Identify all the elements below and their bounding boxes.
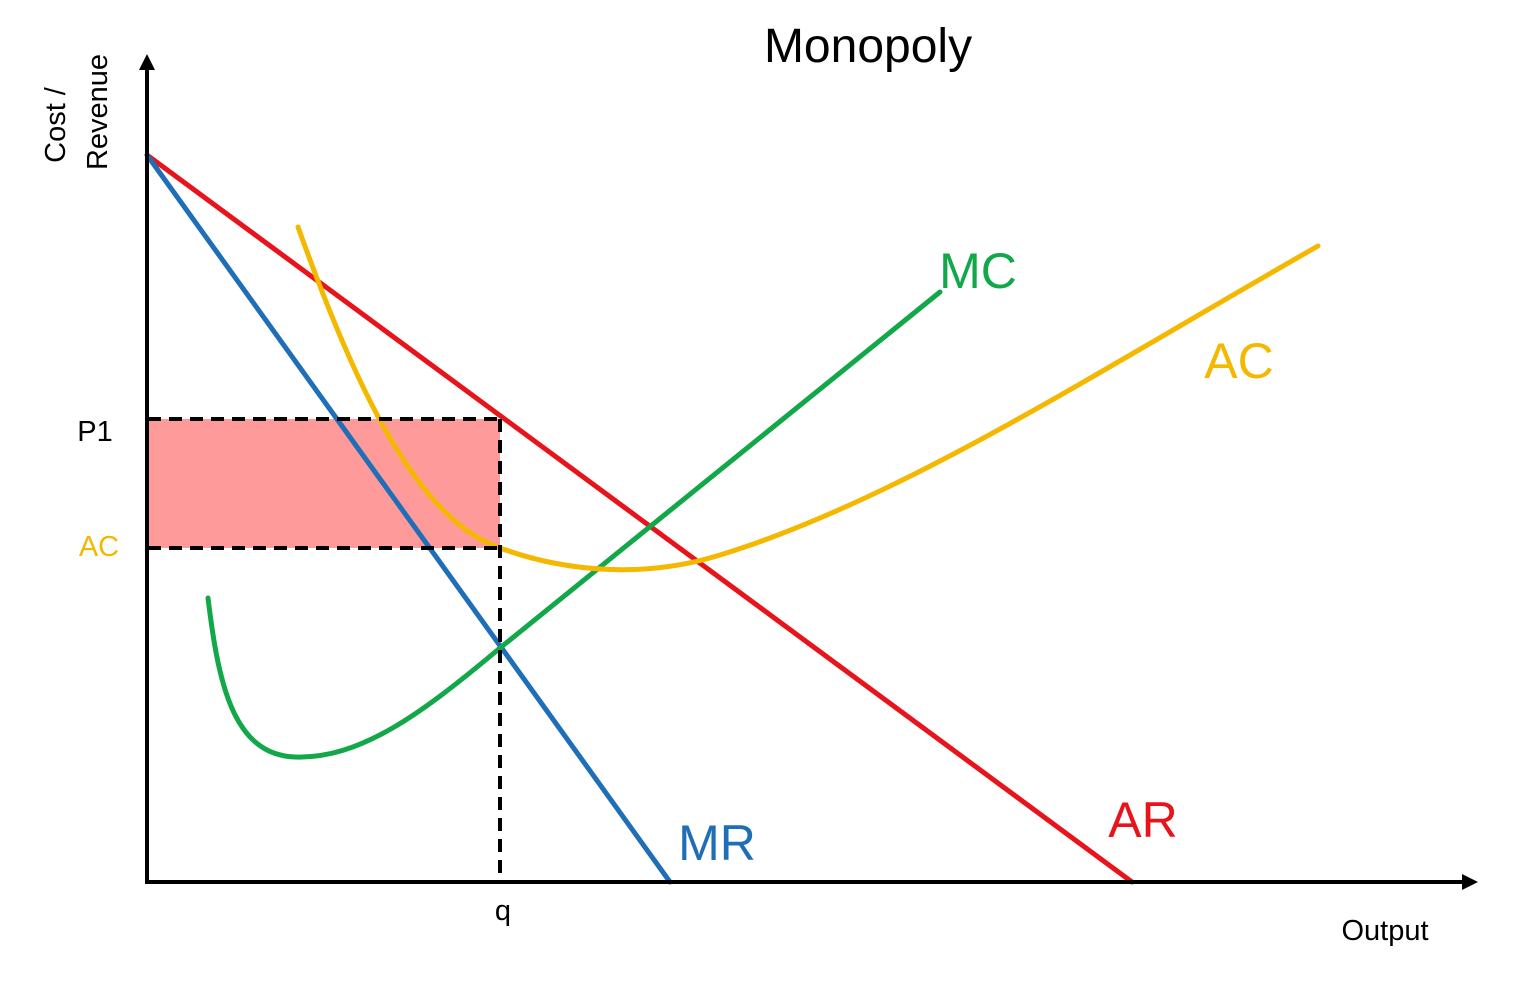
y-axis-label-line1: Cost / (40, 86, 72, 163)
chart-title: Monopoly (764, 20, 972, 73)
ac-curve (295, 224, 1321, 573)
mr-label: MR (678, 815, 756, 871)
ac-curve-label: AC (1204, 333, 1273, 389)
q-label: q (495, 895, 511, 927)
mc-curve (205, 289, 943, 760)
p1-label: P1 (77, 416, 112, 448)
x-axis-label: Output (1341, 915, 1428, 947)
ar-label: AR (1108, 792, 1177, 848)
x-axis-arrow-icon (1462, 874, 1478, 890)
ac-tick-label: AC (79, 531, 119, 563)
y-axis-label-line2: Revenue (82, 54, 114, 170)
y-axis-arrow-icon (139, 54, 155, 70)
mc-label: MC (939, 243, 1017, 299)
mr-curve (144, 152, 673, 885)
ar-curve (144, 152, 1135, 885)
profit-area (148, 419, 500, 548)
